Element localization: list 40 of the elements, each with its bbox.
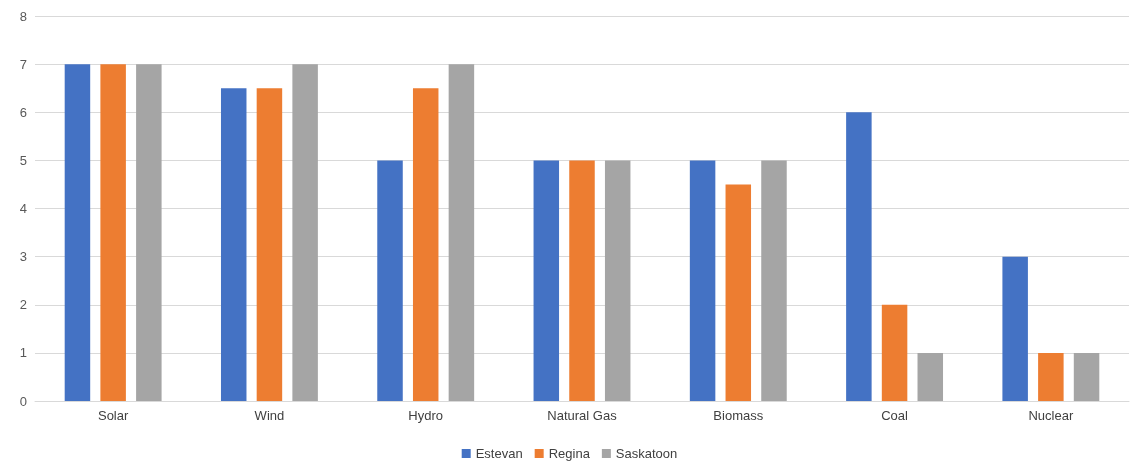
y-tick-label: 4 [19, 201, 27, 216]
bar [256, 88, 283, 401]
bar [881, 304, 908, 401]
bar [846, 112, 872, 401]
x-tick-label: Nuclear [1028, 408, 1074, 423]
x-tick-label: Solar [97, 408, 129, 423]
y-tick-label: 7 [19, 56, 27, 72]
bar [689, 160, 716, 401]
legend-label: Regina [548, 446, 591, 461]
legend-label: Saskatoon [615, 446, 678, 461]
legend-label: Estevan [475, 446, 523, 461]
bar [136, 64, 162, 401]
y-tick-label: 8 [19, 8, 27, 24]
x-tick-label: Biomass [713, 408, 764, 423]
bar [1038, 352, 1064, 401]
bar [448, 64, 475, 401]
bar [377, 160, 403, 401]
bar [64, 64, 91, 401]
bar [1073, 352, 1100, 401]
y-tick-label: 6 [19, 104, 27, 120]
bar [100, 64, 126, 401]
bar [569, 160, 595, 401]
y-tick-label: 3 [19, 249, 27, 265]
y-tick-label: 0 [19, 393, 27, 409]
bar [761, 160, 787, 401]
x-tick-label: Wind [254, 408, 285, 423]
bar [604, 160, 631, 401]
y-tick-label: 5 [19, 152, 27, 168]
x-tick-label: Natural Gas [547, 408, 618, 423]
bar [1002, 256, 1028, 401]
x-tick-label: Coal [881, 408, 909, 423]
y-tick-label: 1 [19, 345, 27, 361]
bar [292, 64, 318, 401]
bar [725, 184, 752, 401]
bar [220, 88, 247, 401]
bar [412, 88, 439, 401]
bar [533, 160, 560, 401]
x-tick-label: Hydro [408, 408, 444, 423]
bar [917, 352, 944, 401]
y-tick-label: 2 [19, 297, 27, 313]
